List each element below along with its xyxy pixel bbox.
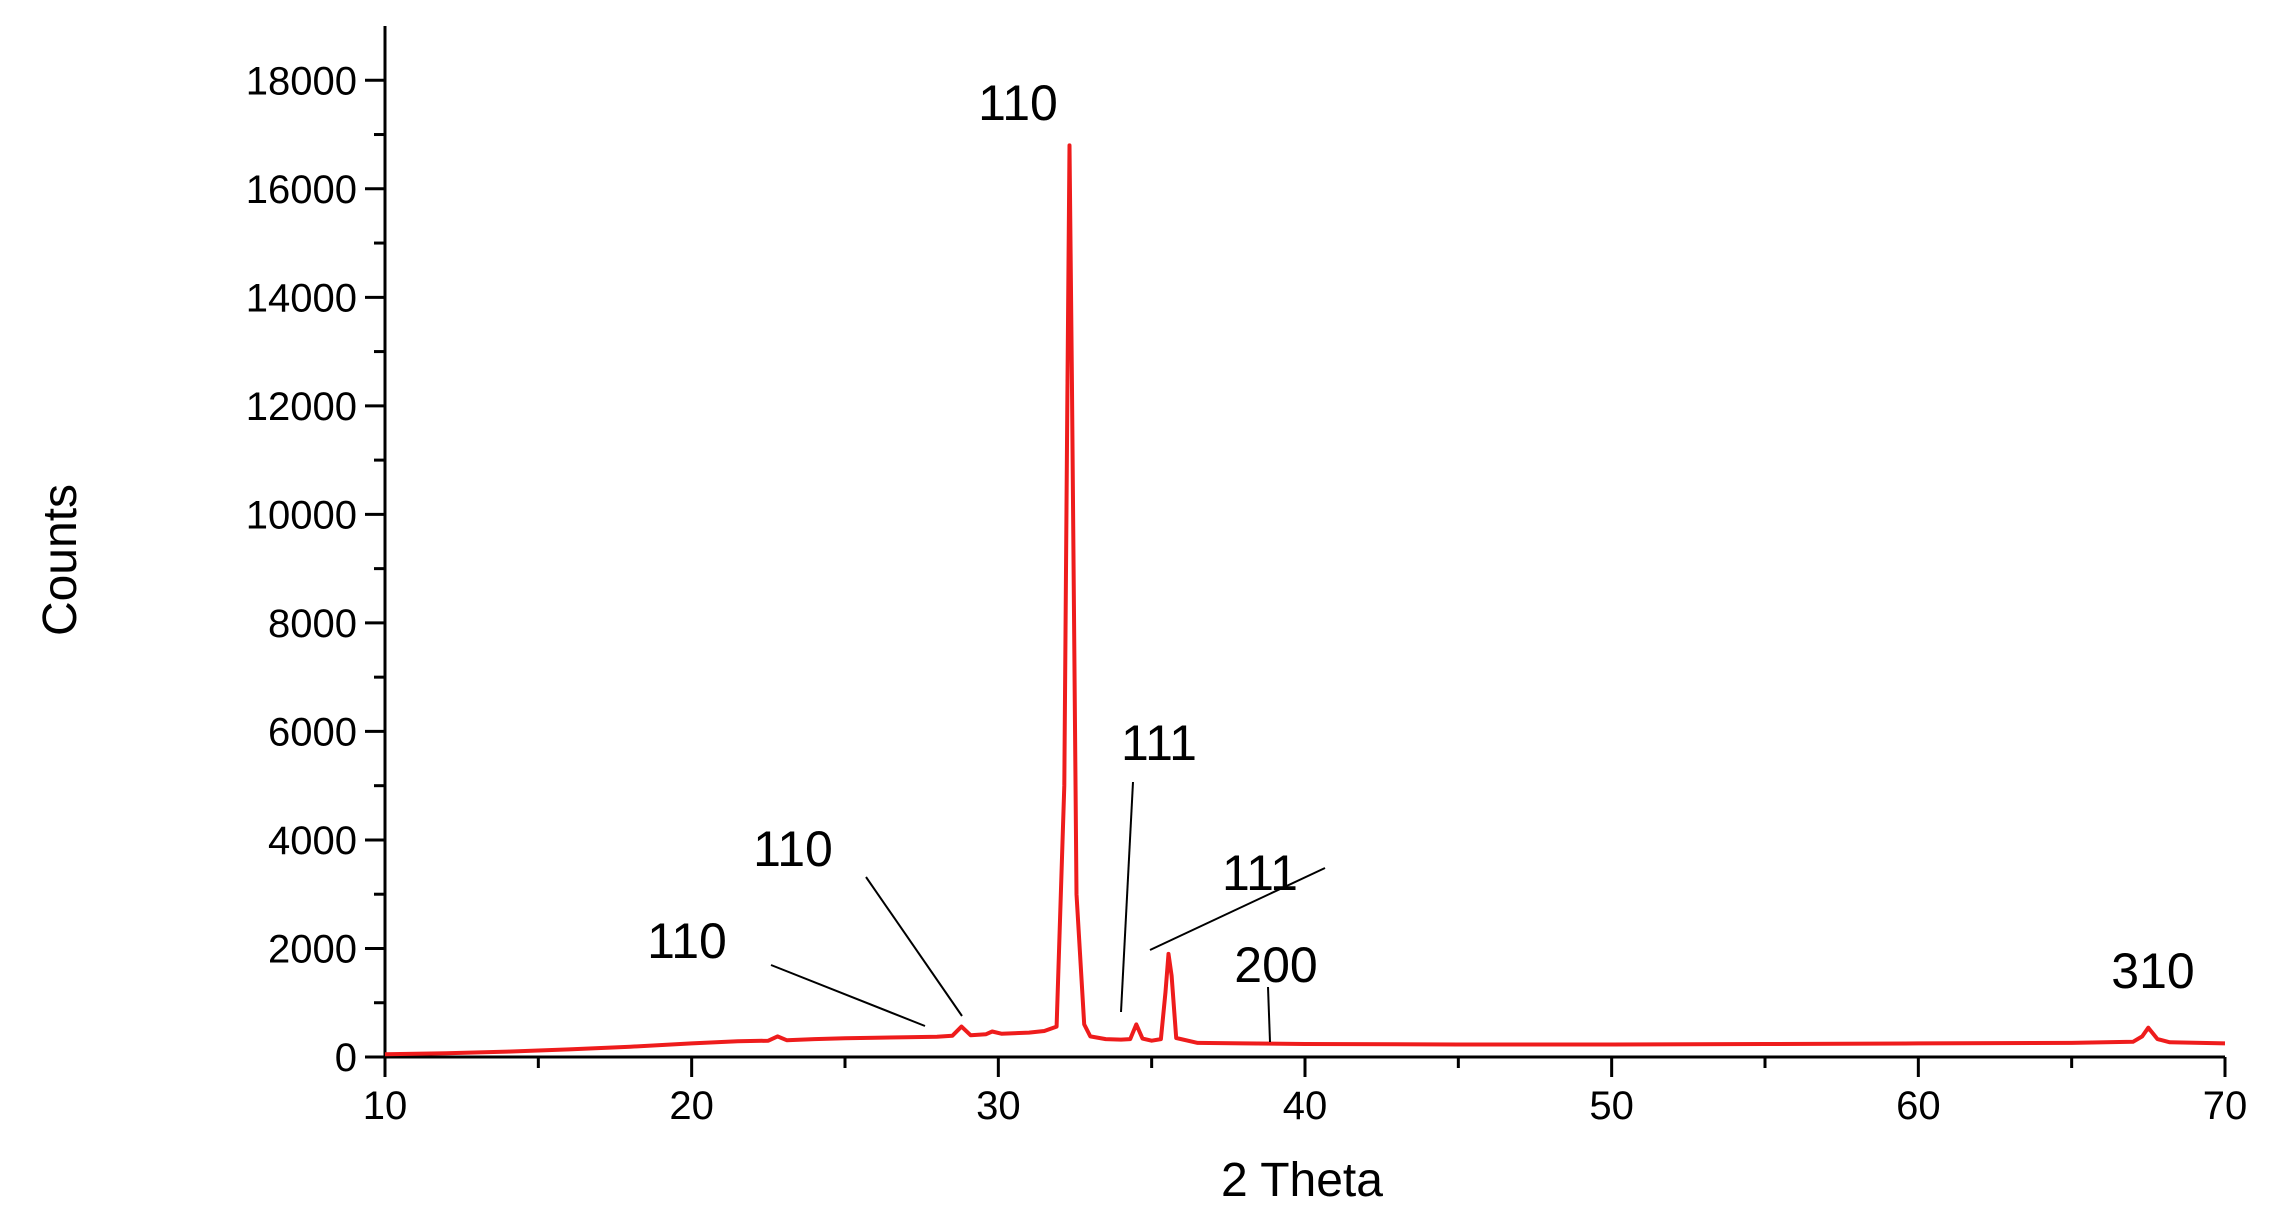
y-ticks: 0 2000 4000 6000 8000 10000 12000 14000 16000 180… — [246, 59, 385, 1080]
y-tick-label: 16000 — [246, 168, 357, 212]
leader-line-200 — [1267, 986, 1271, 1043]
y-tick-label: 14000 — [246, 276, 357, 320]
y-axis-title: Counts — [34, 484, 87, 636]
y-tick-label: 0 — [335, 1036, 357, 1080]
y-tick-label: 2000 — [268, 927, 357, 971]
leader-line-111-35 — [1149, 867, 1326, 951]
axes — [383, 26, 2225, 1059]
y-tick-label: 12000 — [246, 385, 357, 429]
leader-line-111-34 — [1120, 781, 1134, 1013]
peak-label-200: 200 — [1234, 937, 1317, 993]
y-tick-label: 10000 — [246, 493, 357, 537]
x-tick-label: 10 — [363, 1084, 408, 1128]
peak-label-111-first: 111 — [1121, 715, 1197, 771]
y-tick-label: 8000 — [268, 602, 357, 646]
peak-labels: 110 110 110 111 111 200 310 — [647, 75, 2195, 999]
peak-label-111-second: 111 — [1222, 845, 1298, 901]
series-line — [384, 143, 2226, 1057]
peak-label-310: 310 — [2111, 943, 2194, 999]
x-tick-label: 70 — [2203, 1084, 2248, 1128]
x-tick-label: 20 — [669, 1084, 714, 1128]
peak-label-110-second: 110 — [753, 821, 833, 877]
x-tick-label: 50 — [1589, 1084, 1634, 1128]
x-tick-label: 30 — [976, 1084, 1021, 1128]
x-tick-label: 40 — [1283, 1084, 1328, 1128]
y-tick-label: 4000 — [268, 819, 357, 863]
leader-line-110-28 — [770, 964, 926, 1027]
peak-label-110-main: 110 — [978, 75, 1058, 131]
x-ticks: 10 20 30 40 50 60 70 — [363, 1057, 2248, 1128]
annotation-leaders — [770, 781, 1326, 1043]
y-tick-label: 18000 — [246, 59, 357, 103]
leader-line-110-28-8 — [865, 876, 963, 1017]
peak-label-110-third: 110 — [647, 913, 727, 969]
x-axis-title: 2 Theta — [1221, 1154, 1383, 1207]
y-tick-label: 6000 — [268, 710, 357, 754]
x-tick-label: 60 — [1896, 1084, 1941, 1128]
